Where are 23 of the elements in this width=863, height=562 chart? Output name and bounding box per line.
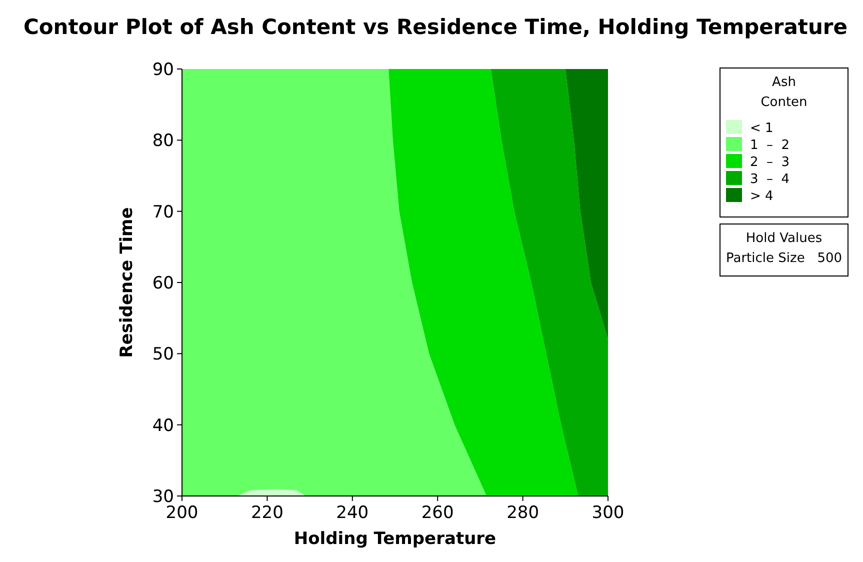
legend-label: 2 – 3 xyxy=(750,155,790,170)
x-tick-label: 280 xyxy=(506,503,540,523)
x-tick-label: 260 xyxy=(421,503,454,523)
y-tick-label: 90 xyxy=(152,60,174,80)
y-axis-title: Residence Time xyxy=(117,207,137,358)
y-tick-label: 70 xyxy=(152,202,174,222)
text: Hold Values xyxy=(746,231,822,246)
chart-title: Contour Plot of Ash Content vs Residence Time, Holding Temperature xyxy=(23,15,848,39)
legend-label: > 4 xyxy=(750,189,774,204)
legend-label: 1 – 2 xyxy=(750,138,790,153)
y-tick-label: 60 xyxy=(152,274,174,294)
legend-label: < 1 xyxy=(750,121,774,136)
y-tick-label: 80 xyxy=(152,131,174,152)
x-tick-label: 300 xyxy=(592,503,624,523)
text: Particle Size 500 xyxy=(726,251,842,266)
y-tick-label: 50 xyxy=(152,344,174,365)
legend-label: 3 – 4 xyxy=(750,172,790,187)
x-tick-label: 220 xyxy=(250,503,284,523)
y-tick-label: 40 xyxy=(152,416,174,436)
x-tick-label: 240 xyxy=(336,503,369,523)
x-axis-title: Holding Temperature xyxy=(294,529,496,549)
legend-title: Ash Conten xyxy=(760,75,808,110)
x-tick-label: 200 xyxy=(166,503,198,523)
